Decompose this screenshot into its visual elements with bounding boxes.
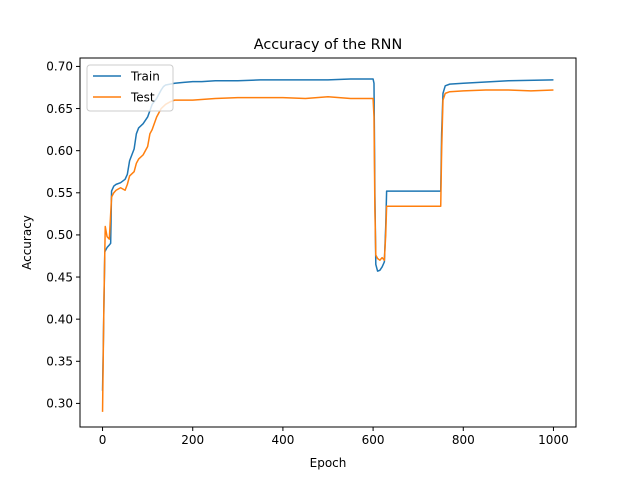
x-tick-label: 1000: [538, 433, 569, 447]
x-tick-label: 600: [362, 433, 385, 447]
x-tick-label: 200: [181, 433, 204, 447]
x-tick-label: 400: [271, 433, 294, 447]
y-tick-label: 0.40: [46, 312, 73, 326]
y-tick-label: 0.60: [46, 144, 73, 158]
y-tick-label: 0.30: [46, 397, 73, 411]
series-layer: [101, 78, 554, 412]
chart-title: Accuracy of the RNN: [254, 37, 402, 53]
plot-area-frame: [79, 57, 577, 428]
series-line-train: [101, 78, 554, 391]
legend-label-train: Train: [130, 70, 160, 84]
y-axis-label: Accuracy: [20, 215, 34, 270]
legend-label-test: Test: [130, 91, 155, 105]
x-axis-label: Epoch: [310, 456, 347, 470]
y-tick-label: 0.70: [46, 60, 73, 74]
y-tick-label: 0.45: [46, 270, 73, 284]
x-tick-label: 800: [452, 433, 475, 447]
y-tick-label: 0.50: [46, 228, 73, 242]
y-tick-label: 0.65: [46, 102, 73, 116]
series-line-test: [101, 89, 554, 412]
legend: Train Test: [86, 64, 174, 112]
y-tick-label: 0.35: [46, 355, 73, 369]
y-axis-ticks: 0.30 0.35 0.40 0.45 0.50 0.55 0.60 0.65 0.70: [46, 60, 80, 411]
x-axis-ticks: 0 200 400 600 800 1000: [99, 427, 569, 447]
x-tick-label: 0: [99, 433, 107, 447]
legend-box: [86, 64, 174, 112]
y-tick-label: 0.55: [46, 186, 73, 200]
